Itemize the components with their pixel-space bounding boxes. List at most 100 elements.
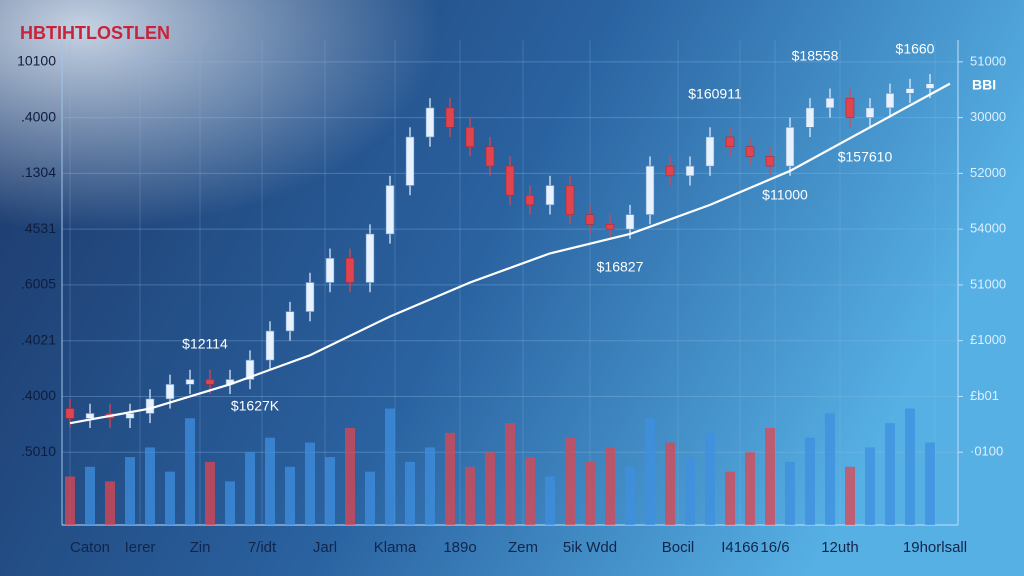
volume-bar xyxy=(525,457,535,525)
x-tick-label: 16/6 xyxy=(760,539,789,556)
candle-body xyxy=(325,257,335,283)
volume-bar xyxy=(145,447,155,525)
y-tick-label: .4000 xyxy=(21,108,56,124)
volume-bar xyxy=(785,461,795,525)
y2-tick-label: 51000 xyxy=(970,53,1006,68)
volume-bar xyxy=(285,466,295,525)
volume-bar xyxy=(505,423,515,525)
y-tick-label: .4021 xyxy=(21,331,56,347)
x-tick-label: 189o xyxy=(443,539,476,556)
candle-body xyxy=(65,408,75,419)
x-tick-label: 5ik Wdd xyxy=(563,539,617,556)
candle-body xyxy=(825,97,835,109)
volume-bar xyxy=(565,437,575,525)
volume-bar xyxy=(805,437,815,525)
volume-bar xyxy=(625,466,635,525)
volume-bar xyxy=(445,432,455,525)
candle-body xyxy=(285,311,295,332)
candle-body xyxy=(565,185,575,215)
volume-bar xyxy=(85,466,95,525)
volume-bar xyxy=(325,457,335,525)
x-tick-label: I4166 xyxy=(721,539,759,556)
price-annotation: $157610 xyxy=(838,149,893,165)
volume-bar xyxy=(865,447,875,525)
volume-bar xyxy=(105,481,115,525)
candle-body xyxy=(405,136,415,186)
candle-body xyxy=(145,398,155,414)
volume-bar xyxy=(925,442,935,525)
volume-bar xyxy=(585,461,595,525)
price-annotation: $11000 xyxy=(762,187,808,203)
volume-bar xyxy=(465,466,475,525)
volume-bar xyxy=(165,471,175,525)
candle-body xyxy=(845,97,855,118)
candle-body xyxy=(365,233,375,283)
y2-label: BBI xyxy=(972,77,996,93)
candle-body xyxy=(505,165,515,196)
candle-body xyxy=(465,127,475,148)
candle-body xyxy=(805,107,815,128)
volume-bar xyxy=(665,442,675,525)
candle-body xyxy=(625,214,635,230)
y2-tick-label: ·0100 xyxy=(970,444,1003,459)
candle-body xyxy=(425,107,435,138)
candle-body xyxy=(85,413,95,419)
volume-bar xyxy=(65,476,75,525)
volume-bar xyxy=(225,481,235,525)
candle-body xyxy=(665,165,675,177)
candle-body xyxy=(185,379,195,385)
volume-bar xyxy=(425,447,435,525)
x-tick-label: Caton xyxy=(70,539,110,556)
volume-bar xyxy=(705,432,715,525)
candle-body xyxy=(545,185,555,206)
candle-body xyxy=(725,136,735,147)
candle-body xyxy=(445,107,455,128)
candle-body xyxy=(605,224,615,230)
volume-bar xyxy=(245,452,255,525)
candle-body xyxy=(765,156,775,167)
y-tick-label: .4000 xyxy=(21,387,56,403)
candle-body xyxy=(685,165,695,177)
volume-bar xyxy=(765,428,775,525)
volume-bar xyxy=(305,442,315,525)
candle-body xyxy=(865,107,875,118)
y2-tick-label: £1000 xyxy=(970,332,1006,347)
volume-bar xyxy=(605,447,615,525)
candle-body xyxy=(165,384,175,400)
x-tick-label: Klama xyxy=(374,539,417,556)
candle-body xyxy=(245,359,255,380)
volume-bar xyxy=(485,452,495,525)
chart-title: HBTIHTLOSTLEN xyxy=(20,23,170,43)
volume-bar xyxy=(345,428,355,525)
candle-body xyxy=(205,379,215,385)
volume-bar xyxy=(745,452,755,525)
y-tick-label: .5010 xyxy=(21,443,56,459)
candle-body xyxy=(905,88,915,94)
volume-bar xyxy=(385,408,395,525)
trend-line xyxy=(69,82,951,425)
x-tick-label: Zin xyxy=(190,539,211,556)
volume-bar xyxy=(545,476,555,525)
volume-bar xyxy=(265,437,275,525)
volume-bar xyxy=(725,471,735,525)
price-annotation: $160911 xyxy=(688,86,742,102)
x-tick-label: Jarl xyxy=(313,539,337,556)
volume-bar xyxy=(645,418,655,525)
x-tick-label: 7/idt xyxy=(248,539,277,556)
volume-bar xyxy=(905,408,915,525)
candle-body xyxy=(745,146,755,157)
volume-bar xyxy=(205,461,215,525)
candle-body xyxy=(885,93,895,109)
candle-body xyxy=(925,83,935,89)
candle-body xyxy=(125,413,135,419)
volume-bar xyxy=(845,466,855,525)
volume-bar xyxy=(405,461,415,525)
y2-tick-label: 51000 xyxy=(970,276,1006,291)
volume-bar xyxy=(365,471,375,525)
price-annotation: $12114 xyxy=(182,336,228,352)
candle-body xyxy=(345,257,355,283)
x-tick-label: 19horlsall xyxy=(903,539,967,556)
volume-bar xyxy=(125,457,135,525)
